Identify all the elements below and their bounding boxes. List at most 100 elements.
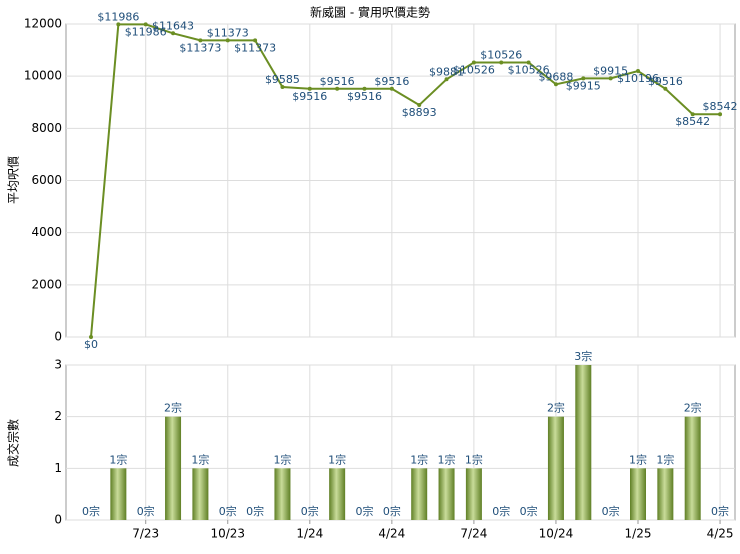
bar [465, 468, 482, 520]
value-label: 0宗 [492, 504, 510, 518]
point [499, 60, 504, 65]
point [663, 86, 668, 91]
x-tick-label: 10/24 [539, 527, 574, 541]
x-tick-label: 10/23 [210, 527, 245, 541]
point [553, 82, 558, 87]
value-label: 1宗 [465, 452, 483, 466]
point [718, 112, 723, 117]
point [253, 38, 258, 43]
x-tick-label: 7/24 [460, 527, 487, 541]
point [417, 103, 422, 108]
bar [192, 468, 209, 520]
value-label: 2宗 [684, 401, 702, 415]
value-label: $9516 [292, 90, 327, 103]
value-label: 0宗 [383, 504, 401, 518]
bar [274, 468, 291, 520]
y-tick-label: 2000 [31, 277, 62, 291]
point [444, 77, 449, 82]
value-label: 1宗 [273, 452, 291, 466]
point [608, 76, 613, 81]
price-line [90, 23, 721, 338]
point [143, 22, 148, 27]
value-label: $11643 [152, 19, 194, 32]
value-label: $10196 [617, 72, 659, 85]
value-label: $9516 [374, 75, 409, 88]
value-label: $9516 [320, 75, 355, 88]
value-label: 1宗 [109, 452, 127, 466]
value-label: 0宗 [82, 504, 100, 518]
value-label: 1宗 [629, 452, 647, 466]
value-label: 1宗 [328, 452, 346, 466]
value-label: $10526 [453, 63, 495, 76]
y-tick-label: 8000 [31, 121, 62, 135]
y-tick-label: 3 [54, 358, 62, 372]
value-label: $11373 [234, 41, 276, 54]
x-tick-label: 7/23 [132, 527, 159, 541]
bar [657, 468, 674, 520]
value-label: 0宗 [356, 504, 374, 518]
value-label: 2宗 [164, 401, 182, 415]
y-tick-label: 4000 [31, 225, 62, 239]
point [526, 60, 531, 65]
value-label: $9585 [265, 73, 300, 86]
point [225, 38, 230, 43]
value-label: 0宗 [711, 504, 729, 518]
y-tick-label: 0 [54, 330, 62, 344]
bar [547, 416, 564, 520]
value-label: $9881 [429, 65, 464, 78]
bar [110, 468, 127, 520]
value-label: 0宗 [602, 504, 620, 518]
point [335, 86, 340, 91]
value-label: $9915 [566, 79, 601, 92]
value-label: $9915 [593, 64, 628, 77]
value-label: $10526 [480, 48, 522, 61]
point [116, 22, 121, 27]
chart-title: 新威園 - 實用呎價走勢 [310, 5, 430, 20]
point [636, 69, 640, 74]
y-tick-label: 12000 [24, 17, 62, 31]
bar [630, 468, 646, 520]
point [280, 84, 285, 89]
value-label: 0宗 [301, 504, 319, 518]
value-label: $8893 [402, 106, 437, 119]
value-label: $11373 [207, 26, 249, 39]
value-label: 0宗 [137, 504, 155, 518]
bar [411, 468, 428, 520]
bar [165, 416, 182, 520]
bar [575, 365, 592, 520]
bar [329, 468, 346, 520]
bar [684, 416, 701, 520]
y-tick-label: 10000 [24, 69, 62, 83]
x-tick-label: 1/25 [625, 527, 652, 541]
value-label: $0 [84, 338, 98, 351]
value-label: 1宗 [656, 452, 674, 466]
point [389, 86, 394, 91]
value-label: $11986 [97, 10, 139, 23]
value-label: $9688 [538, 70, 573, 83]
bar [438, 468, 455, 520]
point [471, 60, 476, 65]
value-label: 3宗 [574, 349, 592, 363]
value-label: $9516 [648, 75, 683, 88]
value-label: $11373 [179, 41, 221, 54]
value-label: 2宗 [547, 401, 565, 415]
value-label: 1宗 [438, 452, 456, 466]
value-label: $10526 [508, 63, 550, 76]
y-tick-label: 1 [54, 461, 62, 475]
value-label: $8542 [675, 115, 710, 128]
point [362, 86, 367, 91]
x-tick-label: 4/25 [707, 527, 734, 541]
y-axis-label: 平均呎價 [7, 156, 21, 204]
y-axis-label: 成交宗數 [6, 419, 21, 467]
point [198, 38, 203, 43]
value-label: 0宗 [219, 504, 237, 518]
point [581, 76, 586, 81]
value-label: 0宗 [246, 504, 264, 518]
value-label: $9516 [347, 90, 382, 103]
y-tick-label: 0 [54, 513, 62, 527]
value-label: $8542 [703, 100, 738, 113]
value-label: 1宗 [191, 452, 209, 466]
value-label: 0宗 [520, 504, 538, 518]
point [171, 31, 176, 36]
